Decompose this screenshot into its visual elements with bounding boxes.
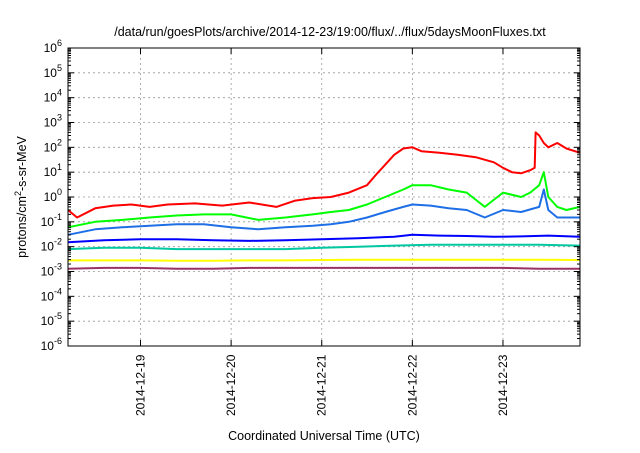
y-tick-exponent: 5	[57, 63, 62, 73]
y-tick-exponent: -5	[54, 311, 62, 321]
y-axis-label-superscript: 2	[13, 191, 23, 196]
y-tick-exponent: -6	[54, 336, 62, 346]
y-tick-label: 10-5	[41, 311, 62, 328]
y-tick-label: 10-2	[41, 237, 62, 254]
axis-labels: 2014-12-19 2014-12-20 2014-12-21 2014-12-22…	[13, 38, 510, 416]
y-tick-label: 106	[44, 38, 62, 55]
chart-title: /data/run/goesPlots/archive/2014-12-23/1…	[114, 25, 546, 39]
y-tick-label: 10-6	[41, 336, 62, 353]
y-tick-base: 10	[44, 41, 58, 55]
y-tick-base: 10	[44, 190, 58, 204]
x-tick-label: 2014-12-22	[405, 354, 419, 416]
x-axis-label: Coordinated Universal Time (UTC)	[228, 429, 420, 443]
y-tick-exponent: 1	[57, 162, 62, 172]
y-tick-base: 10	[44, 66, 58, 80]
y-tick-base: 10	[44, 165, 58, 179]
y-tick-base: 10	[41, 314, 55, 328]
y-tick-exponent: -4	[54, 286, 62, 296]
y-tick-label: 104	[44, 88, 62, 105]
y-tick-base: 10	[44, 91, 58, 105]
y-tick-label: 100	[44, 187, 62, 204]
y-tick-base: 10	[41, 339, 55, 353]
series-line-4	[67, 233, 581, 244]
y-tick-base: 10	[41, 289, 55, 303]
y-tick-base: 10	[44, 116, 58, 130]
y-tick-label: 10-1	[41, 212, 62, 229]
y-tick-base: 10	[41, 240, 55, 254]
y-tick-base: 10	[44, 140, 58, 154]
x-tick-label: 2014-12-23	[496, 354, 510, 416]
series-line-7	[67, 266, 580, 270]
axis-ticks	[68, 47, 580, 347]
y-tick-exponent: 0	[57, 187, 62, 197]
y-tick-exponent: -2	[54, 237, 62, 247]
y-axis-label-part: -s-sr-MeV	[15, 135, 29, 191]
y-tick-exponent: 3	[57, 113, 62, 123]
y-tick-label: 102	[44, 137, 62, 154]
y-tick-label: 105	[44, 63, 62, 80]
series-line-2	[67, 171, 581, 229]
y-tick-exponent: 4	[57, 88, 62, 98]
y-axis-label: protons/cm2-s-sr-MeV	[13, 135, 29, 257]
y-tick-exponent: -1	[54, 212, 62, 222]
series-line-6	[68, 258, 581, 262]
y-tick-label: 101	[44, 162, 62, 179]
series-group	[67, 131, 581, 270]
y-tick-label: 10-3	[41, 262, 62, 279]
x-tick-label: 2014-12-21	[315, 354, 329, 416]
y-tick-base: 10	[41, 215, 55, 229]
series-line-3	[67, 188, 580, 236]
y-tick-exponent: 2	[57, 137, 62, 147]
x-tick-label: 2014-12-19	[133, 354, 147, 416]
series-line-1	[67, 131, 581, 219]
y-tick-base: 10	[41, 265, 55, 279]
x-tick-label: 2014-12-20	[224, 354, 238, 416]
y-axis-label-part: protons/cm	[15, 196, 29, 258]
series-line-5	[67, 243, 581, 251]
y-tick-exponent: 6	[57, 38, 62, 48]
y-tick-label: 103	[44, 113, 62, 130]
y-tick-exponent: -3	[54, 262, 62, 272]
y-tick-label: 10-4	[41, 286, 62, 303]
